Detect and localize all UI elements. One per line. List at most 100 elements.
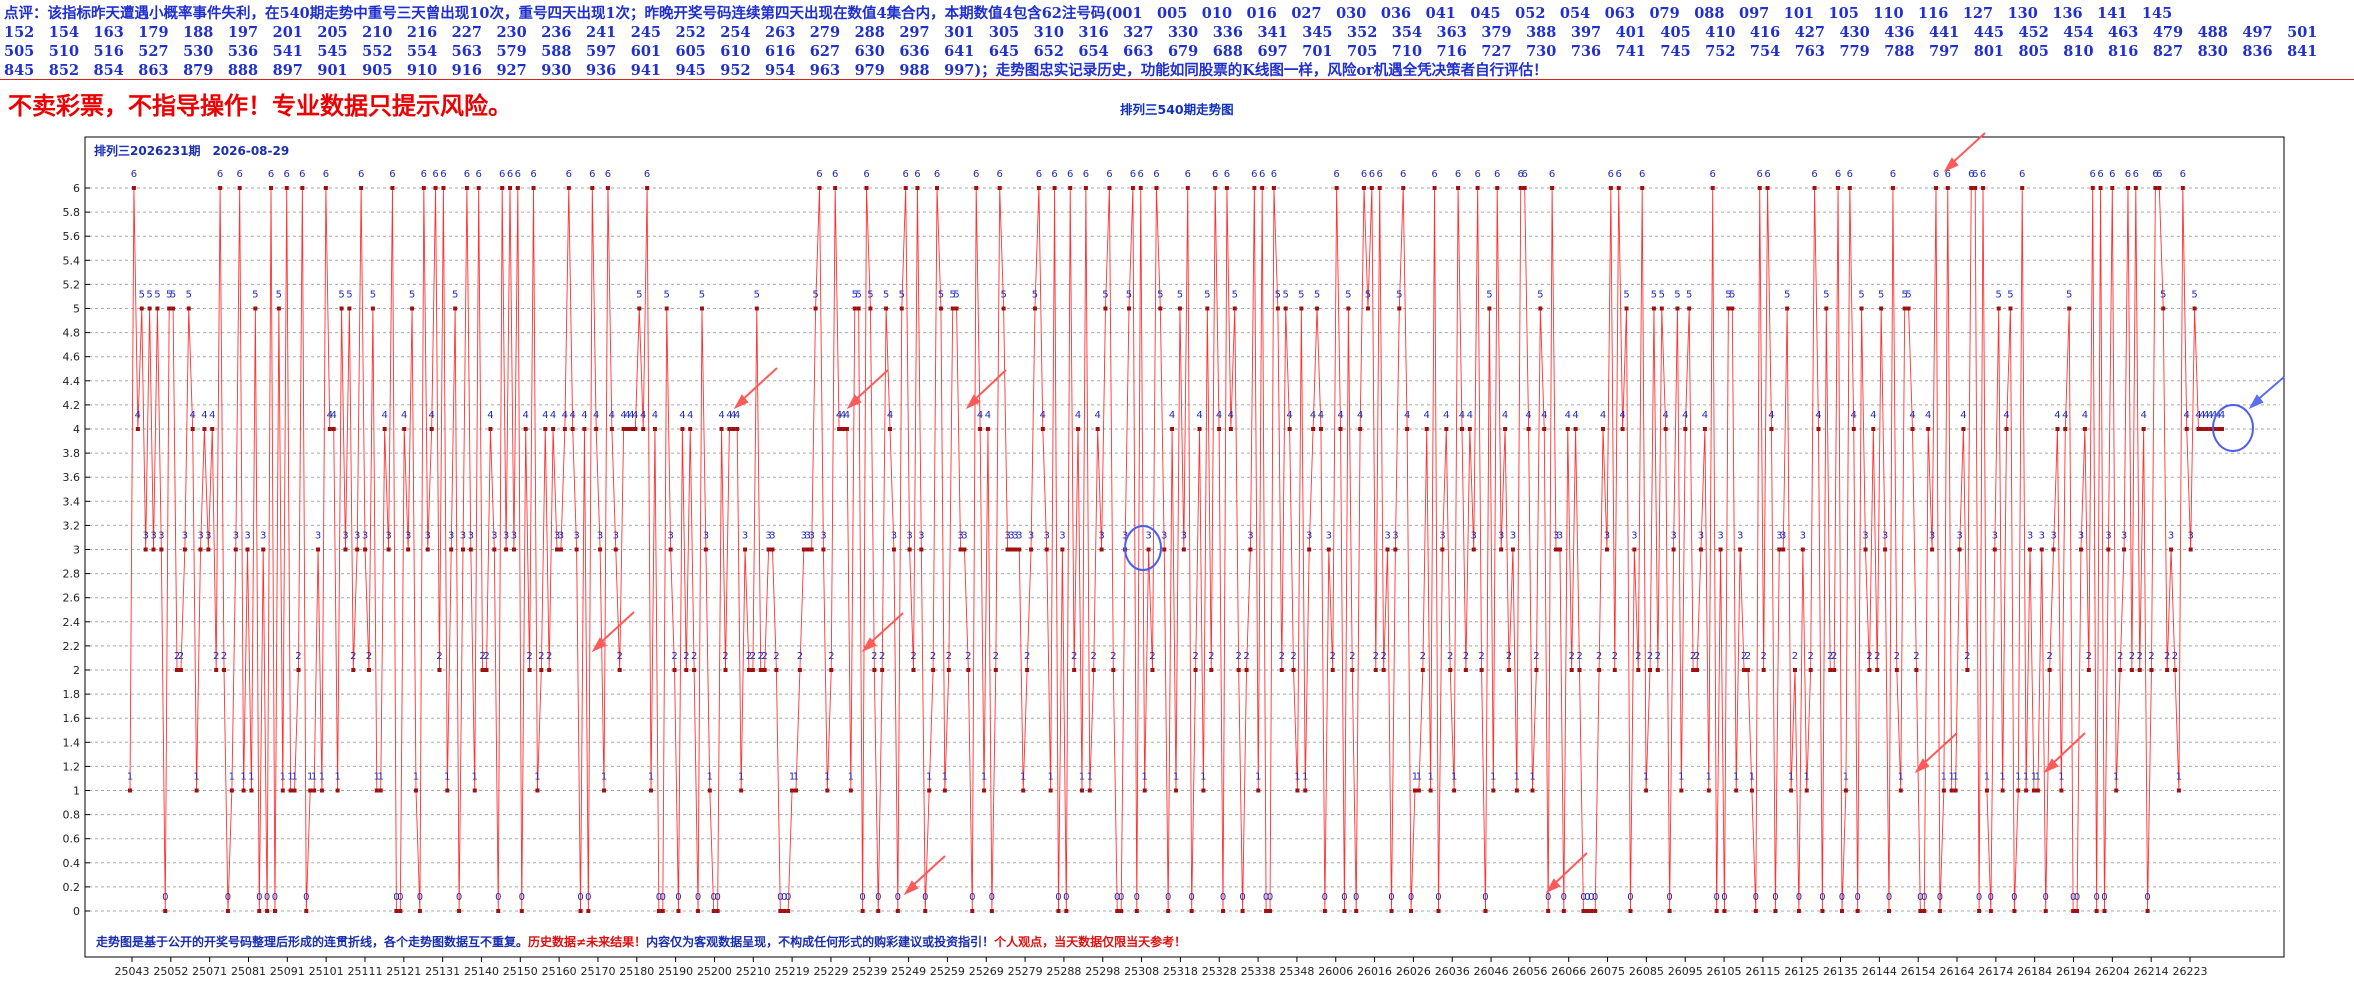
data-point [1217,427,1222,431]
data-label: 4 [201,410,207,421]
data-point [143,547,148,552]
data-label: 1 [1804,772,1810,783]
data-point [2012,909,2017,913]
data-label: 6 [1051,169,1057,180]
data-label: 5 [636,290,642,301]
data-point [723,668,728,672]
data-label: 2 [758,651,764,662]
data-label: 5 [154,290,160,301]
data-point [1138,186,1143,190]
data-point [468,547,473,552]
data-label: 2 [1349,651,1355,662]
data-label: 3 [1553,531,1559,542]
data-point [1777,547,1782,552]
data-label: 6 [1616,169,1622,180]
data-label: 4 [609,410,615,421]
data-point [1554,547,1559,552]
data-label: 4 [550,410,556,421]
data-point [645,186,650,190]
data-point [319,788,324,793]
data-label: 6 [432,169,438,180]
data-point [284,186,289,190]
data-point [766,547,771,552]
data-label: 0 [1388,892,1394,903]
data-label: 2 [366,651,372,662]
data-label: 4 [542,410,548,421]
data-point [790,788,795,793]
data-point [1142,788,1147,793]
y-tick-label: 1.8 [63,688,81,701]
data-label: 0 [714,892,720,903]
data-label: 2 [1655,651,1661,662]
data-label: 1 [1427,772,1433,783]
data-point [1597,668,1602,672]
data-point [359,186,364,190]
data-point [1260,186,1265,190]
data-point [480,668,485,672]
data-label: 0 [162,892,168,903]
data-point [1209,668,1214,672]
data-point [257,909,262,913]
data-label: 6 [237,169,243,180]
data-label: 2 [2086,651,2092,662]
data-point [1867,668,1872,672]
data-point [903,186,908,190]
data-label: 2 [1235,651,1241,662]
data-label: 2 [1071,651,1077,662]
data-point [927,788,932,793]
data-point [327,427,332,431]
data-label: 1 [1302,772,1308,783]
data-label: 4 [2215,410,2221,421]
data-point [2043,909,2048,913]
x-tick-label: 26204 [2095,965,2130,978]
data-point [1412,788,1417,793]
data-label: 1 [824,772,830,783]
data-point [609,427,614,431]
data-point [2031,788,2036,793]
data-label: 0 [1220,892,1226,903]
data-label: 4 [2195,410,2201,421]
data-point [484,668,489,672]
data-point [155,306,160,311]
data-label: 4 [1925,410,1931,421]
y-tick-label: 5.4 [63,254,81,267]
data-point [316,547,321,552]
data-point [1303,788,1308,793]
data-label: 3 [597,531,603,542]
y-tick-label: 3.8 [63,447,81,460]
x-tick-label: 25288 [1046,965,1081,978]
data-point [641,427,646,431]
data-label: 4 [2003,410,2009,421]
data-label: 4 [624,410,630,421]
data-point [1064,909,1069,913]
data-point [962,547,967,552]
data-point [1953,788,1958,793]
data-label: 6 [1212,169,1218,180]
data-label: 3 [1044,531,1050,542]
data-label: 5 [1878,290,1884,301]
data-label: 3 [613,531,619,542]
data-point [837,427,842,431]
data-point [621,427,626,431]
data-point [1855,909,1860,913]
data-label: 3 [1670,531,1676,542]
y-tick-label: 4.8 [63,327,81,340]
data-label: 2 [761,651,767,662]
data-label: 3 [1882,531,1888,542]
data-point [1804,788,1809,793]
data-label: 3 [2187,531,2193,542]
arrow-mark [1914,732,1958,774]
data-point [241,788,246,793]
data-label: 3 [1098,531,1104,542]
data-point [746,668,751,672]
data-label: 2 [1192,651,1198,662]
data-point [1800,547,1805,552]
data-point [1714,909,1719,913]
data-point [1601,427,1606,431]
data-label: 4 [2140,410,2146,421]
data-point [1424,427,1429,431]
data-label: 1 [1490,772,1496,783]
y-tick-label: 6 [73,182,80,195]
data-label: 1 [1706,772,1712,783]
data-label: 5 [2160,290,2166,301]
